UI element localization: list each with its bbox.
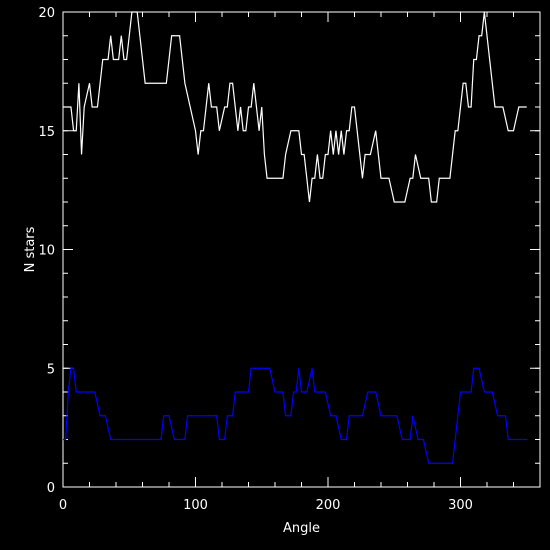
y-tick-label: 10 [38,244,55,259]
y-tick-label: 0 [47,481,55,496]
series-layer [63,11,527,464]
x-tick-label: 100 [183,498,208,513]
x-tick-label: 200 [316,498,341,513]
y-tick-label: 20 [38,6,55,21]
x-axis-label: Angle [283,521,320,536]
y-tick-label: 15 [38,125,55,140]
x-tick-label: 300 [448,498,473,513]
series-line-2 [63,367,527,464]
axes: 0 100 200 300 0 5 10 15 20 [38,6,541,513]
y-axis-label: N stars [23,226,38,272]
x-tick-label: 0 [59,498,67,513]
series-line-1 [63,11,527,203]
y-tick-label: 5 [47,362,55,377]
